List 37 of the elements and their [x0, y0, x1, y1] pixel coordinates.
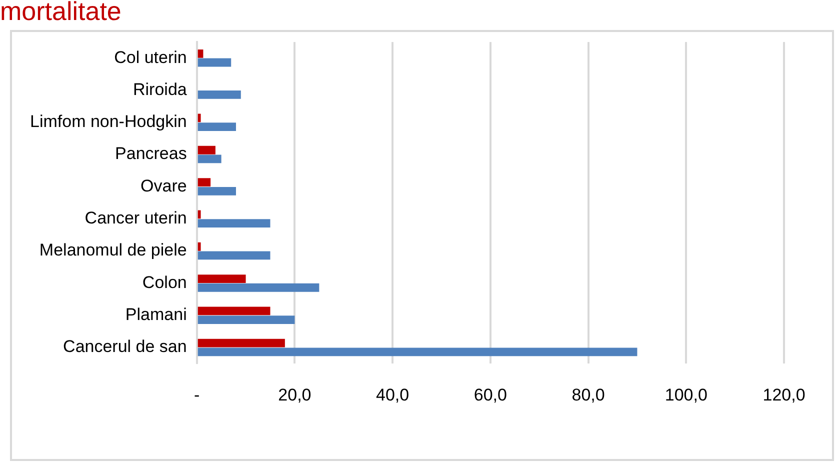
- bar: [198, 316, 295, 324]
- bar: [198, 219, 270, 228]
- y-tick-label: Melanomul de piele: [39, 240, 187, 260]
- x-tick-label: 40,0: [376, 385, 410, 404]
- chart-title: mortalitate: [0, 0, 122, 26]
- bar: [198, 186, 236, 196]
- y-tick-label: Colon: [142, 272, 187, 292]
- bar: [198, 210, 201, 219]
- x-tick-label: 60,0: [474, 385, 507, 404]
- bar: [198, 338, 285, 348]
- bar: [198, 114, 201, 122]
- y-tick-label: Limfom non-Hodgkin: [30, 112, 187, 132]
- x-tick-label: 80,0: [572, 385, 605, 404]
- bar: [198, 251, 270, 260]
- y-tick-label: Plamani: [125, 305, 187, 324]
- bar: [198, 348, 638, 356]
- bar: [198, 146, 216, 154]
- bar: [198, 154, 222, 164]
- x-tick-label: 20,0: [278, 385, 312, 404]
- y-tick-label: Cancerul de san: [63, 337, 187, 356]
- x-tick-label: 100,0: [664, 385, 708, 404]
- y-tick-label: Riroida: [132, 80, 188, 99]
- bar: [198, 58, 232, 67]
- bar: [198, 178, 211, 186]
- bar: [198, 283, 320, 292]
- y-tick-label: Ovare: [140, 176, 187, 196]
- bar: [198, 122, 236, 132]
- bar: [198, 49, 204, 58]
- bar: [198, 90, 241, 99]
- y-tick-label: Pancreas: [115, 144, 187, 164]
- y-tick-label: Cancer uterin: [84, 208, 187, 228]
- y-tick-label: Col uterin: [114, 48, 187, 67]
- bar: [198, 242, 201, 251]
- x-tick-label: 120,0: [762, 385, 806, 404]
- bar: [198, 306, 270, 316]
- x-tick-label: -: [194, 385, 200, 404]
- bar: [198, 274, 246, 283]
